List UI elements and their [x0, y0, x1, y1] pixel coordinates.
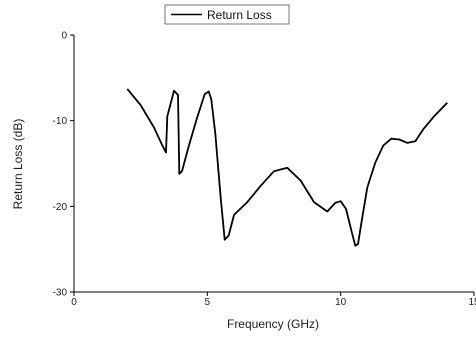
x-tick-label: 0 [71, 297, 77, 308]
legend-box [164, 4, 290, 25]
legend-label: Return Loss [207, 8, 272, 22]
series-layer [126, 88, 448, 247]
x-axis-title: Frequency (GHz) [227, 317, 319, 331]
x-tick-label: 10 [335, 297, 347, 308]
y-tick-label: -10 [53, 116, 68, 127]
x-tick-label: 5 [205, 297, 211, 308]
x-tick-label: 15 [468, 297, 476, 308]
y-tick-label: -30 [53, 288, 68, 299]
y-axis-title: Return Loss (dB) [11, 119, 25, 210]
series-line-return-loss [126, 88, 448, 247]
plot-area: 0 5 10 15 0 -10 -20 -30 [53, 31, 476, 309]
x-axis-ticks: 0 5 10 15 [71, 292, 476, 308]
y-tick-label: -20 [53, 202, 68, 213]
y-axis-ticks: 0 -10 -20 -30 [53, 31, 74, 299]
legend: Return Loss [164, 4, 290, 25]
y-tick-label: 0 [61, 31, 67, 42]
